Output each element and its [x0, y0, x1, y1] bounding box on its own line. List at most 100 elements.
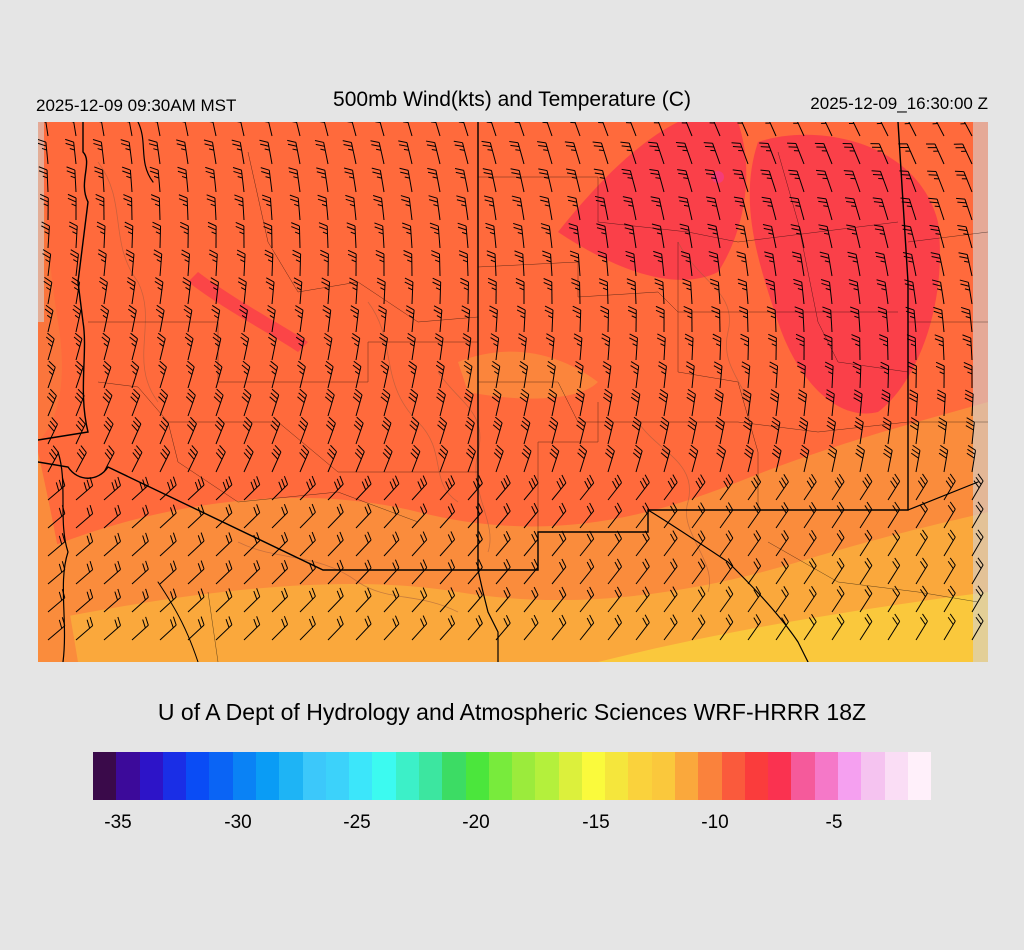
wind-barb: [460, 277, 469, 305]
wind-barb: [71, 122, 77, 137]
wind-barb: [73, 332, 83, 361]
county-line: [207, 591, 219, 662]
wind-barb: [954, 170, 973, 193]
wind-barb: [345, 194, 357, 221]
wind-barb: [821, 122, 833, 137]
wind-barb: [355, 587, 372, 613]
wind-barb: [74, 388, 85, 417]
colorbar-swatch: [838, 752, 862, 800]
wind-barb: [372, 194, 385, 221]
wind-barb: [103, 476, 121, 501]
colorbar-swatch: [512, 752, 536, 800]
wind-barb: [624, 223, 637, 249]
wind-barb: [822, 306, 833, 333]
county-line: [97, 381, 478, 473]
wind-barb: [239, 305, 248, 333]
wind-barb: [516, 305, 526, 333]
wind-barb: [937, 417, 948, 445]
wind-barb: [439, 615, 456, 641]
wind-barb: [963, 361, 973, 389]
wind-barb: [131, 560, 149, 585]
state-border: [477, 569, 499, 662]
wind-barb: [67, 193, 77, 221]
state-border: [157, 581, 199, 662]
wind-barb: [607, 558, 622, 585]
wind-barb: [317, 194, 329, 221]
wind-barb: [747, 586, 762, 613]
wind-barb: [148, 139, 161, 165]
wind-barb: [297, 388, 307, 417]
wind-barb: [400, 195, 413, 221]
wind-barb: [678, 196, 693, 221]
wind-barb: [159, 532, 177, 557]
colorbar-swatch: [605, 752, 629, 800]
wind-barb: [260, 167, 273, 193]
wind-barb: [154, 122, 161, 137]
wind-barb: [439, 503, 456, 529]
wind-barb: [293, 277, 303, 305]
wind-barb: [408, 388, 419, 417]
wind-barb: [411, 531, 428, 557]
wind-barb: [411, 475, 428, 501]
wind-barb: [596, 223, 609, 249]
wind-barb: [453, 140, 469, 165]
wind-barb: [520, 416, 531, 445]
wind-barb: [621, 168, 637, 193]
wind-barb: [736, 251, 749, 277]
wind-barb: [482, 168, 497, 193]
wind-barb: [463, 388, 474, 417]
wind-barb: [243, 445, 254, 473]
wind-barb: [540, 223, 553, 249]
wind-barb: [873, 224, 889, 249]
wind-barb: [566, 168, 581, 193]
wind-barb: [355, 503, 372, 529]
state-border: [38, 122, 89, 441]
wind-barb: [458, 122, 469, 137]
wind-barb: [815, 169, 833, 193]
wind-barb: [72, 304, 82, 333]
county-lines: [88, 151, 988, 662]
wind-barb: [931, 279, 945, 305]
wind-barb: [288, 167, 301, 193]
wind-barb: [44, 304, 54, 333]
wind-barb: [154, 277, 164, 305]
wind-barb: [545, 333, 555, 361]
wind-barb: [927, 170, 945, 193]
wind-barb: [92, 139, 105, 165]
wind-barb: [796, 361, 806, 389]
wind-barb: [691, 614, 706, 641]
wind-barb: [570, 122, 581, 137]
wind-barb: [467, 475, 483, 501]
wind-barb: [402, 222, 413, 249]
wind-barb: [454, 167, 469, 193]
wind-barb: [602, 361, 612, 389]
wind-barb: [603, 388, 613, 417]
wind-barb: [934, 334, 945, 361]
wind-barb: [259, 139, 273, 165]
wind-barb: [953, 143, 973, 165]
wind-barb: [99, 277, 108, 305]
wind-barb: [128, 304, 137, 333]
wind-barb: [747, 474, 762, 501]
wind-barb: [709, 122, 721, 137]
wind-barb: [933, 306, 945, 333]
colorbar-swatch: [232, 752, 256, 800]
wind-barb: [495, 503, 511, 529]
wind-barb: [297, 360, 306, 389]
wind-barb: [495, 475, 511, 501]
wind-barb: [75, 560, 94, 585]
wind-barb: [775, 586, 789, 613]
wind-barb: [124, 221, 134, 249]
wind-barb: [149, 166, 161, 193]
wind-barb: [820, 279, 833, 305]
wind-barb: [319, 122, 329, 137]
colorbar-tick-label: -15: [582, 812, 610, 833]
colorbar-swatch: [814, 752, 838, 800]
wind-barb: [872, 197, 889, 221]
wind-barb: [653, 250, 665, 277]
wind-barb: [352, 388, 363, 417]
wind-barb: [732, 169, 749, 193]
wind-barb: [803, 501, 817, 529]
wind-barb: [595, 195, 609, 221]
wind-barb: [215, 616, 233, 641]
